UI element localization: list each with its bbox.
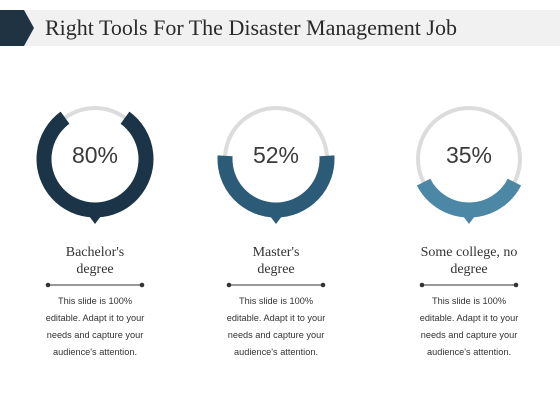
stat-card-masters: 52% Master's degree This slide is 100% e… <box>201 96 351 396</box>
item-description: This slide is 100% editable. Adapt it to… <box>201 293 351 361</box>
percent-value: 52% <box>252 142 300 168</box>
dot-divider <box>419 282 519 288</box>
description-line-1: This slide is 100% <box>238 296 314 306</box>
item-label-line-1: Master's <box>252 245 300 260</box>
description-line-3: needs and capture your <box>420 330 518 340</box>
percent-value: 80% <box>71 142 119 168</box>
description-line-3: needs and capture your <box>46 330 144 340</box>
stat-card-some-college: 35% Some college, no degree This slide i… <box>394 96 544 396</box>
description-line-2: editable. Adapt it to your <box>419 313 519 323</box>
item-label-line-1: Bachelor's <box>65 245 125 260</box>
donut-gauge <box>36 106 154 224</box>
gauge-fill-arc <box>217 155 335 218</box>
description-line-3: needs and capture your <box>227 330 325 340</box>
description-line-1: This slide is 100% <box>57 296 133 306</box>
gauge-fill-arc <box>36 111 154 218</box>
item-description: This slide is 100% editable. Adapt it to… <box>20 293 170 361</box>
item-label: Some college, no degree <box>394 244 544 278</box>
description-line-4: audience's attention. <box>427 347 511 357</box>
description-line-4: audience's attention. <box>234 347 318 357</box>
item-label-line-2: degree <box>257 262 295 277</box>
item-label-line-1: Some college, no <box>420 245 518 260</box>
dot-divider <box>226 282 326 288</box>
gauge-pointer <box>460 212 478 224</box>
description-line-2: editable. Adapt it to your <box>45 313 145 323</box>
title-bar <box>0 10 560 46</box>
description-line-2: editable. Adapt it to your <box>226 313 326 323</box>
gauge-pointer <box>86 212 104 224</box>
item-label: Master's degree <box>201 244 351 278</box>
item-label-line-2: degree <box>450 262 488 277</box>
donut-gauge <box>217 106 335 224</box>
item-label-line-2: degree <box>76 262 114 277</box>
stat-card-bachelors: 80% Bachelor's degree This slide is 100%… <box>20 96 170 396</box>
title-chevron-icon <box>0 10 34 46</box>
percent-value: 35% <box>445 142 493 168</box>
gauge-fill-arc <box>416 178 522 218</box>
description-line-4: audience's attention. <box>53 347 137 357</box>
item-description: This slide is 100% editable. Adapt it to… <box>394 293 544 361</box>
dot-divider <box>45 282 145 288</box>
page-title: Right Tools For The Disaster Management … <box>45 15 457 40</box>
description-line-1: This slide is 100% <box>431 296 507 306</box>
item-label: Bachelor's degree <box>20 244 170 278</box>
donut-gauge <box>416 106 522 224</box>
gauge-pointer <box>267 212 285 224</box>
